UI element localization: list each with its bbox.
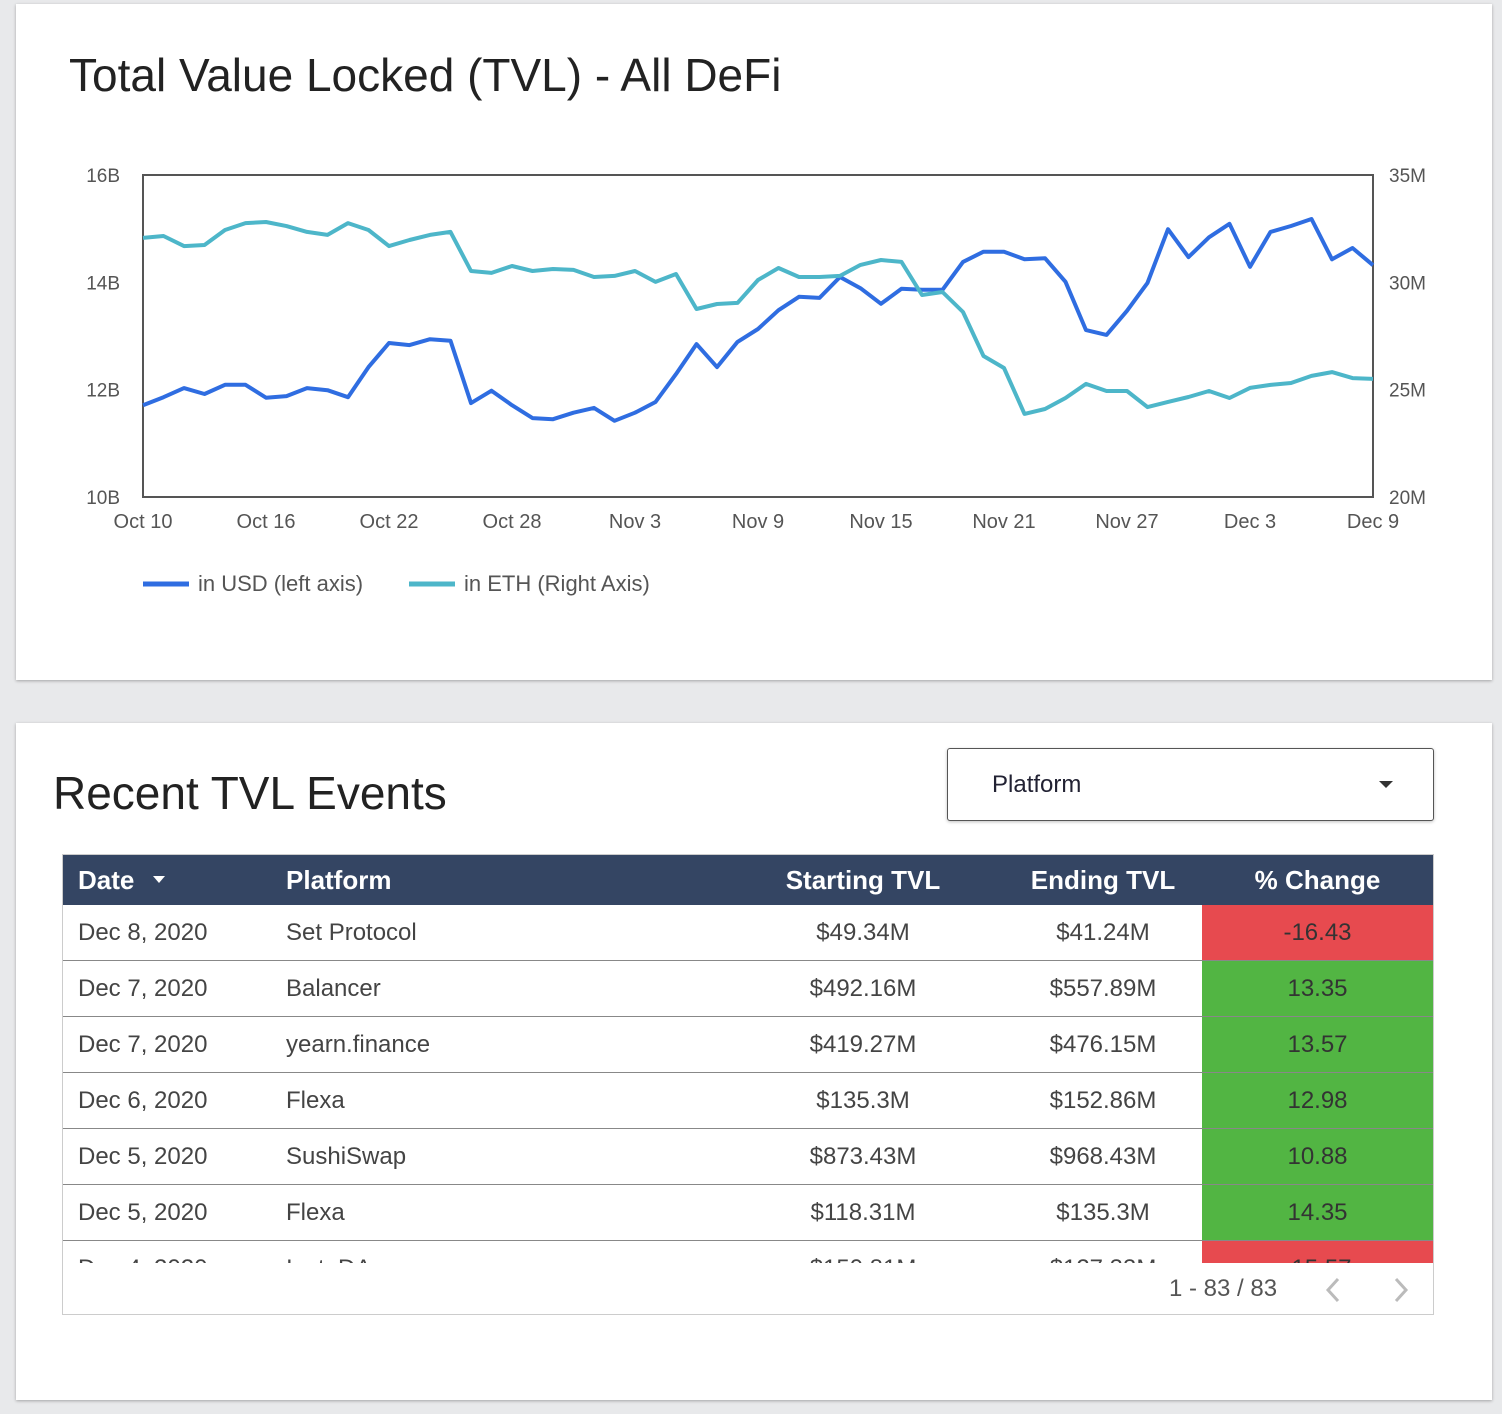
table-row: Dec 8, 2020 Set Protocol $49.34M $41.24M -16… [63,905,1433,961]
column-header: Date [78,865,135,895]
chart-title: Total Value Locked (TVL) - All DeFi [69,49,781,101]
table-row: Dec 6, 2020 Flexa $135.3M $152.86M 12.98 [63,1073,1433,1129]
column-header: Starting TVL [785,865,941,895]
table-cell: $419.27M [809,1031,917,1058]
dropdown-label: Platform [992,771,1082,798]
x-tick-label: Dec 3 [1224,511,1276,533]
prev-page[interactable] [1323,1276,1343,1304]
platform-dropdown[interactable]: Platform [947,748,1434,821]
chart-card [16,4,1492,680]
table-cell: 13.57 [1202,1017,1433,1072]
table-cell: Flexa [286,1199,345,1226]
table-cell: Balancer [286,975,381,1002]
table-cell: 14.35 [1202,1185,1433,1240]
table-cell: 12.98 [1202,1073,1433,1128]
x-tick-label: Nov 3 [609,511,661,533]
x-tick-label: Nov 21 [972,511,1035,533]
table-cell: Dec 7, 2020 [78,975,208,1002]
y-tick-label: 14B [86,273,120,294]
x-tick-label: Oct 28 [483,511,542,533]
sort-icon[interactable] [152,875,166,885]
y-tick-label: 10B [86,488,120,509]
table-cell: $476.15M [1049,1031,1157,1058]
table-cell: $873.43M [809,1143,917,1170]
y2-tick-label: 20M [1389,488,1426,509]
table-cell: $49.34M [816,919,910,946]
column-header: Platform [286,865,392,895]
table-row: Dec 5, 2020 SushiSwap $873.43M $968.43M 10.8… [63,1129,1433,1185]
table-cell: SushiSwap [286,1143,407,1170]
x-tick-label: Oct 16 [237,511,296,533]
table-cell: $557.89M [1049,975,1157,1002]
x-tick-label: Oct 22 [360,511,419,533]
column-header: % Change [1254,865,1381,895]
table-header: Date Platform Starting TVL Ending TVL % Chan… [63,855,1433,905]
table-cell: Flexa [286,1087,345,1114]
legend-label: in USD (left axis) [198,571,363,596]
table-cell: 10.88 [1202,1129,1433,1184]
series-line [142,220,1374,416]
table-cell: $150.81M [763,1241,963,1263]
x-tick-label: Nov 9 [732,511,784,533]
chart: Total Value Locked (TVL) - All DeFi 10B 1… [69,49,1426,596]
table-body: Dec 8, 2020 Set Protocol $49.34M $41.24M -16… [63,905,1433,1263]
table-cell: $135.3M [1056,1199,1150,1226]
legend-label: in ETH (Right Axis) [464,571,650,596]
table-cell: -15.57 [1202,1241,1433,1263]
y2-tick-label: 35M [1389,166,1426,187]
table-cell: Dec 5, 2020 [78,1143,208,1170]
x-tick-label: Dec 9 [1347,511,1399,533]
table-cell: $968.43M [1049,1143,1157,1170]
table-cell: $127.33M [1003,1241,1203,1263]
x-tick-label: Nov 15 [849,511,912,533]
table-cell: -16.43 [1202,905,1433,960]
next-page[interactable] [1391,1276,1411,1304]
table-row: Dec 7, 2020 yearn.finance $419.27M $476.15M… [63,1017,1433,1073]
column-header: Ending TVL [1030,865,1176,895]
table-cell: $492.16M [809,975,917,1002]
y2-tick-label: 30M [1389,273,1426,294]
y-tick-label: 12B [86,381,120,402]
plot-frame [142,174,1374,498]
table-cell: InstaDApp [286,1241,398,1263]
table-cell: Dec 8, 2020 [78,919,208,946]
table-cell: $118.31M [810,1199,916,1226]
y-tick-label: 16B [86,166,120,187]
x-tick-label: Oct 10 [114,511,173,533]
table-row: Dec 7, 2020 Balancer $492.16M $557.89M 13.35 [63,961,1433,1017]
table-cell: $135.3M [816,1087,910,1114]
table: Date Platform Starting TVL Ending TVL % Chan… [62,854,1434,1315]
table-cell: Dec 4, 2020 [78,1241,207,1263]
table-cell: 13.35 [1202,961,1433,1016]
series-line [142,217,1375,423]
table-cell: Dec 5, 2020 [78,1199,208,1226]
table-cell: $152.86M [1049,1087,1157,1114]
x-tick-label: Nov 27 [1095,511,1158,533]
section-title: Recent TVL Events [53,767,447,819]
table-cell: Dec 7, 2020 [78,1031,208,1058]
table-cell: Dec 6, 2020 [78,1087,208,1114]
table-cell: $41.24M [1056,919,1150,946]
dropdown-arrow [1379,781,1393,788]
table-row: Dec 4, 2020 InstaDApp $150.81M $127.33M-15.… [63,1241,1433,1263]
pagination-label: 1 - 83 / 83 [1169,1275,1278,1302]
table-cell: yearn.finance [286,1031,431,1058]
table-row: Dec 5, 2020 Flexa $118.31M $135.3M 14.35 [63,1185,1433,1241]
table-cell: Set Protocol [286,919,417,946]
y2-tick-label: 25M [1389,381,1426,402]
